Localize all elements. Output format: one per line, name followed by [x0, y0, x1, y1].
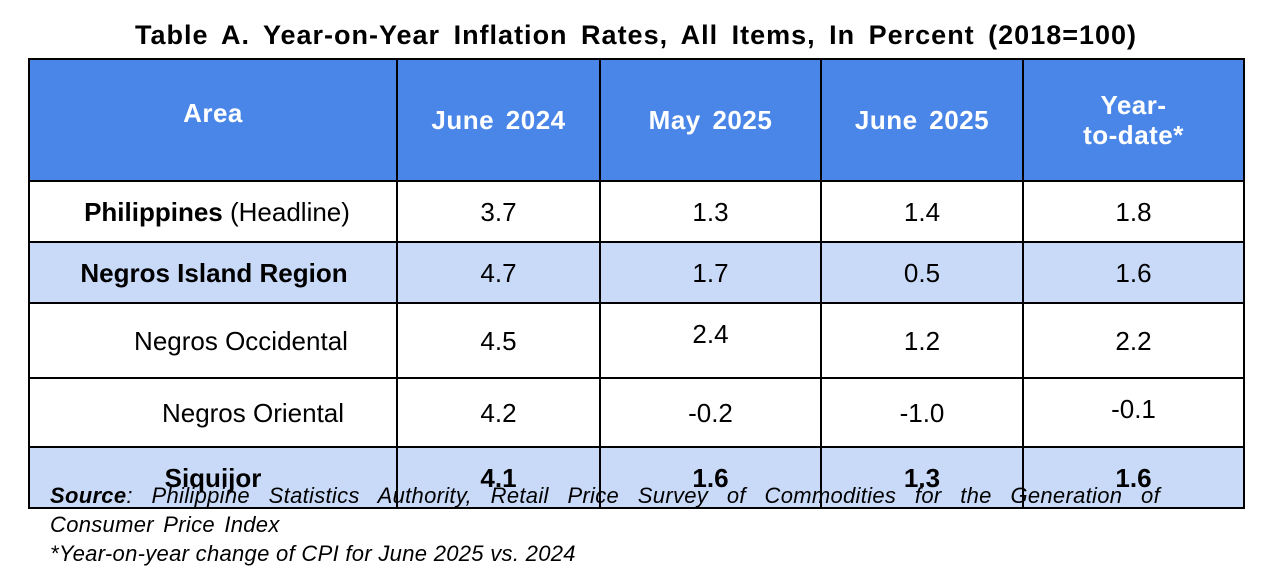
header-june-2025: June 2025	[820, 58, 1024, 182]
value-may-2025: 1.6	[599, 446, 822, 509]
header-june-2024: June 2024	[396, 58, 601, 182]
area-cell: Negros Occidental	[28, 302, 398, 379]
area-cell: Siquijor	[28, 446, 398, 509]
value-year-to-date: 1.6	[1022, 446, 1245, 509]
footnote: *Year-on-year change of CPI for June 202…	[50, 541, 576, 566]
value-may-2025: 1.3	[599, 180, 822, 243]
inflation-table: Area June 2024 May 2025 June 2025 Year- …	[28, 58, 1245, 509]
value-june-2025: -1.0	[820, 377, 1024, 448]
source-note: Source: Philippine Statistics Authority,…	[50, 481, 1160, 539]
table-row: Siquijor 4.1 1.6 1.3 1.6	[28, 446, 1245, 509]
value-year-to-date: 1.6	[1022, 241, 1245, 304]
value-june-2025: 1.2	[820, 302, 1024, 379]
value-june-2025: 1.4	[820, 180, 1024, 243]
value-june-2025: 1.3	[820, 446, 1024, 509]
table-row: Negros Oriental 4.2 -0.2 -1.0 -0.1	[28, 377, 1245, 448]
area-name-qualifier: (Headline)	[222, 196, 350, 227]
value-june-2024: 4.7	[396, 241, 601, 304]
value-may-2025: 1.7	[599, 241, 822, 304]
source-label: Source	[50, 483, 127, 508]
value-june-2024: 4.5	[396, 302, 601, 379]
area-cell: Negros Island Region	[28, 241, 398, 304]
value-year-to-date: 2.2	[1022, 302, 1245, 379]
header-year-to-date: Year- to-date*	[1022, 58, 1245, 182]
area-name-bold: Philippines	[84, 196, 223, 227]
table-row: Negros Occidental 4.5 2.4 1.2 2.2	[28, 302, 1245, 379]
header-may-2025: May 2025	[599, 58, 822, 182]
table-row: Negros Island Region 4.7 1.7 0.5 1.6	[28, 241, 1245, 304]
value-june-2024: 4.2	[396, 377, 601, 448]
value-may-2025: 2.4	[599, 302, 822, 379]
area-name-bold: Negros Island Region	[80, 257, 348, 288]
value-year-to-date: 1.8	[1022, 180, 1245, 243]
area-cell: Philippines (Headline)	[28, 180, 398, 243]
value-june-2024: 4.1	[396, 446, 601, 509]
value-may-2025: -0.2	[599, 377, 822, 448]
table-title: Table A. Year-on-Year Inflation Rates, A…	[134, 20, 1138, 50]
table-row: Philippines (Headline) 3.7 1.3 1.4 1.8	[28, 180, 1245, 243]
header-row: Area June 2024 May 2025 June 2025 Year- …	[28, 58, 1245, 182]
area-cell: Negros Oriental	[28, 377, 398, 448]
header-area: Area	[28, 58, 398, 182]
value-june-2025: 0.5	[820, 241, 1024, 304]
source-text: : Philippine Statistics Authority, Retai…	[50, 483, 1160, 537]
value-year-to-date: -0.1	[1022, 377, 1245, 448]
value-june-2024: 3.7	[396, 180, 601, 243]
